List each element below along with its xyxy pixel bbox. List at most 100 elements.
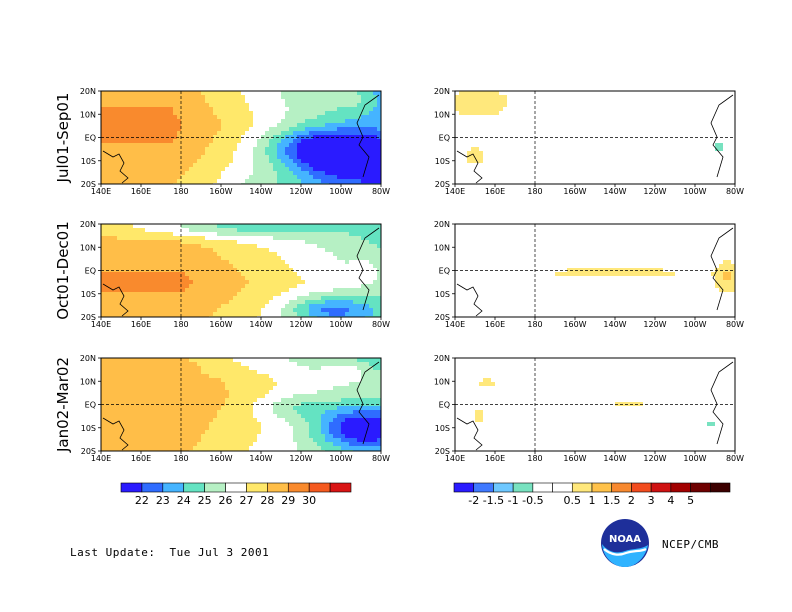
field-cell: [297, 292, 302, 297]
field-cell: [619, 155, 624, 160]
field-cell: [153, 280, 158, 285]
field-cell: [217, 163, 222, 168]
field-cell: [639, 91, 644, 96]
field-cell: [293, 304, 298, 309]
field-cell: [333, 284, 338, 289]
field-cell: [301, 232, 306, 237]
field-cell: [695, 127, 700, 132]
field-cell: [603, 91, 608, 96]
field-cell: [459, 163, 464, 168]
field-cell: [217, 135, 222, 140]
field-cell: [687, 115, 692, 120]
field-cell: [129, 284, 134, 289]
field-cell: [293, 119, 298, 124]
field-cell: [201, 103, 206, 108]
field-cell: [201, 127, 206, 132]
y-tick-label: 20S: [435, 180, 450, 189]
field-cell: [365, 151, 370, 156]
field-cell: [377, 123, 381, 128]
field-cell: [559, 139, 564, 144]
field-cell: [257, 171, 262, 176]
field-cell: [157, 163, 162, 168]
field-cell: [365, 163, 370, 168]
field-cell: [571, 163, 576, 168]
field-cell: [503, 175, 508, 180]
field-cell: [507, 103, 512, 108]
field-cell: [281, 171, 286, 176]
field-cell: [157, 284, 162, 289]
field-cell: [707, 115, 712, 120]
field-cell: [301, 224, 306, 229]
field-cell: [209, 272, 214, 277]
field-cell: [233, 147, 238, 152]
field-cell: [233, 91, 238, 96]
field-cell: [285, 244, 290, 249]
field-cell: [129, 296, 134, 301]
field-cell: [631, 111, 636, 116]
field-cell: [691, 91, 696, 96]
field-cell: [643, 155, 648, 160]
field-cell: [651, 131, 656, 136]
field-cell: [459, 159, 464, 164]
field-cell: [301, 99, 306, 104]
field-cell: [193, 244, 198, 249]
field-cell: [723, 159, 728, 164]
field-cell: [281, 236, 286, 241]
field-cell: [695, 91, 700, 96]
field-cell: [249, 248, 254, 253]
field-cell: [181, 236, 186, 241]
field-cell: [201, 99, 206, 104]
field-cell: [253, 115, 258, 120]
field-cell: [137, 300, 142, 305]
field-cell: [289, 292, 294, 297]
field-cell: [683, 151, 688, 156]
field-cell: [357, 131, 362, 136]
field-cell: [289, 228, 294, 233]
field-cell: [197, 119, 202, 124]
field-cell: [197, 268, 202, 273]
field-cell: [237, 308, 242, 313]
field-cell: [149, 256, 154, 261]
field-cell: [173, 280, 178, 285]
field-cell: [731, 119, 735, 124]
field-cell: [113, 292, 118, 297]
field-cell: [675, 119, 680, 124]
field-cell: [491, 143, 496, 148]
field-cell: [193, 171, 198, 176]
field-cell: [313, 95, 318, 100]
field-cell: [305, 147, 310, 152]
field-cell: [265, 232, 270, 237]
field-cell: [209, 292, 214, 297]
field-cell: [507, 139, 512, 144]
field-cell: [547, 111, 552, 116]
field-cell: [607, 119, 612, 124]
field-cell: [117, 264, 122, 269]
field-cell: [217, 236, 222, 241]
field-cell: [229, 143, 234, 148]
field-cell: [145, 95, 150, 100]
field-cell: [157, 244, 162, 249]
field-cell: [129, 179, 134, 184]
field-cell: [707, 155, 712, 160]
field-cell: [121, 308, 126, 313]
field-cell: [543, 103, 548, 108]
field-cell: [241, 292, 246, 297]
field-cell: [241, 119, 246, 124]
field-cell: [125, 232, 130, 237]
field-cell: [153, 272, 158, 277]
field-cell: [719, 139, 724, 144]
field-cell: [503, 127, 508, 132]
field-cell: [309, 107, 314, 112]
field-cell: [253, 304, 258, 309]
field-cell: [345, 107, 350, 112]
field-cell: [145, 171, 150, 176]
field-cell: [377, 179, 381, 184]
y-tick-label: 10S: [435, 157, 450, 166]
x-tick-label: 80W: [372, 187, 390, 196]
field-cell: [105, 296, 110, 301]
field-cell: [333, 272, 338, 277]
field-cell: [101, 143, 106, 148]
field-cell: [277, 147, 282, 152]
field-cell: [527, 99, 532, 104]
field-cell: [181, 115, 186, 120]
